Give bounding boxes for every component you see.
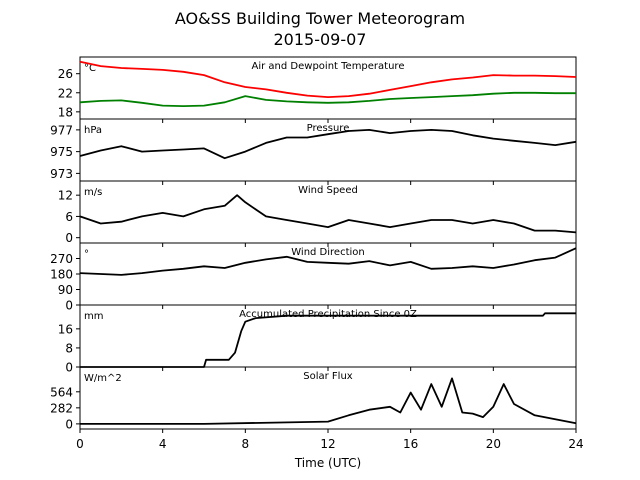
x-tick-label: 4 bbox=[159, 437, 167, 451]
y-tick-label: 270 bbox=[50, 252, 73, 266]
figure-subtitle: 2015-09-07 bbox=[274, 30, 367, 49]
series-line-0 bbox=[79, 247, 577, 276]
x-tick-label: 12 bbox=[320, 437, 335, 451]
series-line-0 bbox=[79, 194, 577, 234]
panel-title: Pressure bbox=[307, 123, 350, 134]
y-tick-label: 12 bbox=[58, 189, 73, 203]
y-tick-label: 8 bbox=[65, 341, 73, 355]
y-tick-label: 975 bbox=[50, 145, 73, 159]
panel-title: Air and Dewpoint Temperature bbox=[252, 61, 405, 72]
x-tick-label: 8 bbox=[242, 437, 250, 451]
x-tick-label: 20 bbox=[486, 437, 501, 451]
x-tick-label: 16 bbox=[403, 437, 418, 451]
unit-label: hPa bbox=[84, 125, 102, 136]
unit-label: m/s bbox=[84, 187, 102, 198]
y-tick-label: 26 bbox=[58, 67, 73, 81]
panel-title: Solar Flux bbox=[303, 371, 353, 382]
series-line-0 bbox=[80, 377, 577, 425]
y-tick-label: 0 bbox=[65, 417, 73, 431]
y-tick-label: 0 bbox=[65, 361, 73, 375]
panel-title: Wind Speed bbox=[298, 185, 358, 196]
y-tick-label: 180 bbox=[50, 268, 73, 282]
figure-title: AO&SS Building Tower Meteorogram bbox=[175, 9, 465, 28]
panel-air-and-dewpoint-temperature: 18 22 26 °C Air and Dewpoint Temperature bbox=[58, 56, 577, 123]
y-tick-label: 16 bbox=[58, 322, 73, 336]
series-line-0 bbox=[79, 128, 577, 160]
x-tick-label: 0 bbox=[76, 437, 84, 451]
x-axis-label: Time (UTC) bbox=[294, 456, 361, 470]
series-line-0 bbox=[80, 312, 576, 368]
series-line-0 bbox=[79, 60, 577, 98]
panel-title: Wind Direction bbox=[291, 247, 365, 258]
unit-label: °C bbox=[84, 63, 96, 74]
y-tick-label: 564 bbox=[50, 385, 73, 399]
y-tick-label: 6 bbox=[65, 210, 73, 224]
y-tick-label: 22 bbox=[58, 86, 73, 100]
unit-label: W/m^2 bbox=[84, 373, 122, 384]
y-tick-label: 90 bbox=[58, 283, 73, 297]
panel-wind-speed: 0 6 12 m/s Wind Speed bbox=[58, 180, 577, 247]
y-tick-label: 282 bbox=[50, 401, 73, 415]
unit-label: ° bbox=[84, 249, 89, 260]
y-tick-label: 973 bbox=[50, 167, 73, 181]
panel-accumulated-precipitation-since-0z: 0 8 16 mm Accumulated Precipitation Since 0Z bbox=[58, 304, 577, 375]
x-axis: 0 4 8 12 16 20 24 bbox=[76, 437, 583, 451]
y-tick-label: 977 bbox=[50, 123, 73, 137]
panel-title: Accumulated Precipitation Since 0Z bbox=[239, 309, 417, 320]
panel-pressure: 973 975 977 hPa Pressure bbox=[50, 118, 577, 185]
x-tick-label: 24 bbox=[568, 437, 583, 451]
panel-solar-flux: 0 282 564 W/m^2 Solar Flux bbox=[50, 366, 577, 433]
unit-label: mm bbox=[84, 311, 103, 322]
y-tick-label: 0 bbox=[65, 299, 73, 313]
y-tick-label: 0 bbox=[65, 231, 73, 245]
series-line-1 bbox=[79, 91, 576, 107]
y-tick-label: 18 bbox=[58, 105, 73, 119]
